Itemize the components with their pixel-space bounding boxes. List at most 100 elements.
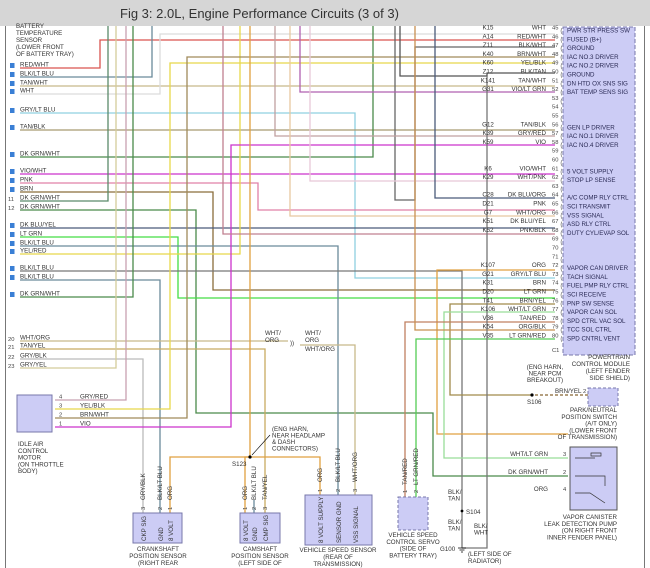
pcm-wire-color: GRY/LT BLU bbox=[511, 271, 546, 278]
inline-connector-right-label: WHT/ bbox=[305, 330, 321, 337]
pin-socket-icon bbox=[560, 142, 563, 149]
pcm-pin-function: VAPOR CAN DRIVER bbox=[567, 265, 629, 272]
park-neutral-switch-label: (LOWER FRONT bbox=[569, 427, 617, 434]
wire-dk-blu-org bbox=[434, 26, 555, 199]
pin-socket-icon bbox=[560, 133, 563, 140]
pcm-box[interactable] bbox=[562, 26, 636, 356]
pin-socket-icon bbox=[560, 89, 563, 96]
pin-badge bbox=[10, 232, 15, 237]
wire-blk-lt-blu-18 bbox=[20, 279, 161, 513]
splice-s104-lower-wire: BLK/ bbox=[448, 519, 462, 526]
pin-badge bbox=[10, 108, 15, 113]
pin-socket-icon bbox=[560, 80, 563, 87]
vehicle-speed-sensor-pin-function: VSS SIGNAL bbox=[353, 506, 360, 543]
iac-motor-label: MOTOR bbox=[18, 455, 41, 462]
wire-dk-grn-wht-19 bbox=[20, 26, 134, 298]
left-pin-number: 11 bbox=[8, 197, 14, 203]
pcm-wire-color: BRN/WHT bbox=[517, 51, 546, 58]
crankshaft-sensor-pin-function: 8 VOLT bbox=[168, 520, 175, 541]
pcm-pin-function: GEN LP DRIVER bbox=[567, 124, 615, 131]
vehicle-speed-sensor-wire-color: ORG bbox=[317, 468, 324, 482]
pcm-wire-color: BLK/WHT bbox=[518, 42, 546, 49]
vapor-canister-pump-label: INNER FENDER PANEL) bbox=[547, 534, 617, 541]
pin-badge bbox=[10, 292, 15, 297]
speed-control-servo-label: (SIDE OF bbox=[400, 546, 427, 553]
crankshaft-sensor-pin-function: GND bbox=[158, 527, 165, 541]
pcm-wire-color: BRN bbox=[533, 280, 546, 287]
iac-pin-number: 2 bbox=[59, 413, 62, 419]
pcm-circuit-code: K39 bbox=[482, 130, 494, 137]
splice-s106-dot bbox=[530, 393, 534, 397]
camshaft-sensor-pin-number: 2 bbox=[252, 507, 258, 510]
pin-badge bbox=[10, 249, 15, 254]
splice-s106-id: S106 bbox=[527, 399, 542, 406]
pin-socket-icon bbox=[560, 186, 563, 193]
vapor-pump-pin-number: 4 bbox=[563, 487, 567, 493]
splice-s104-dot bbox=[460, 509, 464, 513]
crankshaft-sensor-pin-number: 2 bbox=[158, 507, 164, 510]
left-wire-label: TAN/BLK bbox=[20, 124, 46, 131]
pcm-pin-number: 49 bbox=[552, 61, 558, 67]
vehicle-speed-sensor-box[interactable] bbox=[304, 494, 373, 546]
inline-connector-right-label: ORG bbox=[305, 337, 319, 344]
pin-socket-icon bbox=[560, 107, 563, 114]
splice-s106-note: NEAR PCM bbox=[529, 371, 562, 378]
left-wire-label: BLK/LT BLU bbox=[20, 71, 54, 78]
camshaft-sensor-box[interactable] bbox=[239, 512, 281, 544]
left-pin-number: 22 bbox=[8, 355, 14, 361]
pcm-wire-color: RED/WHT bbox=[517, 33, 546, 40]
pin-badge bbox=[10, 178, 15, 183]
pcm-pin-function: SCI RECEIVE bbox=[567, 292, 606, 299]
wire-blk-lt-blu-2 bbox=[20, 26, 153, 78]
wire-gry-yel bbox=[20, 26, 117, 369]
vapor-canister-pump-box[interactable] bbox=[569, 446, 618, 511]
pin-socket-icon bbox=[560, 124, 563, 131]
left-wire-label: DK GRN/WHT bbox=[20, 195, 60, 202]
pcm-circuit-code: Z11 bbox=[483, 42, 494, 49]
left-wire-label: BLK/LT BLU bbox=[20, 274, 54, 281]
speed-control-servo-box[interactable] bbox=[397, 496, 429, 531]
pcm-label: SIDE SHIELD) bbox=[589, 375, 630, 382]
crankshaft-sensor-box[interactable] bbox=[132, 512, 183, 544]
pcm-pin-function: SPD CNTRL VENT bbox=[567, 336, 620, 343]
servo-pin-number: 1 bbox=[403, 490, 409, 493]
wire-pnk bbox=[20, 182, 555, 211]
pcm-circuit-code: K59 bbox=[482, 139, 494, 146]
vehicle-speed-sensor-label: VEHICLE SPEED SENSOR bbox=[299, 547, 377, 554]
pcm-pin-number: 57 bbox=[552, 131, 558, 137]
iac-wire-color: YEL/BLK bbox=[80, 403, 106, 410]
left-wire-label: BLK/LT BLU bbox=[20, 240, 54, 247]
iac-motor-box[interactable] bbox=[16, 394, 53, 433]
pcm-pin-function: IAC NO.4 DRIVER bbox=[567, 142, 619, 149]
pin-socket-icon bbox=[560, 274, 563, 281]
pcm-pin-number: 66 bbox=[552, 210, 558, 216]
left-pin-number: 20 bbox=[8, 337, 14, 343]
pin-socket-icon bbox=[560, 327, 563, 334]
pcm-pin-function: DN HTD OX SNS SIG bbox=[567, 80, 628, 87]
park-neutral-switch-box[interactable] bbox=[587, 387, 619, 407]
pcm-pin-function: GROUND bbox=[567, 45, 595, 52]
pin-socket-icon bbox=[560, 309, 563, 316]
speed-control-servo-label: BATTERY TRAY) bbox=[389, 552, 437, 559]
pin-socket-icon bbox=[560, 159, 563, 167]
pcm-circuit-code: G12 bbox=[482, 121, 494, 128]
pcm-wire-color: ORG bbox=[532, 262, 546, 269]
splice-s123-note: (ENG HARN, bbox=[272, 426, 309, 433]
pin-socket-icon bbox=[560, 115, 563, 123]
left-wire-label: VIO/WHT bbox=[20, 168, 47, 175]
vapor-pump-wire-color: DK GRN/WHT bbox=[508, 469, 548, 476]
pcm-circuit-code: D21 bbox=[482, 201, 494, 208]
left-wire-label: DK GRN/WHT bbox=[20, 291, 60, 298]
pcm-circuit-code: T41 bbox=[483, 297, 494, 304]
pin-socket-icon bbox=[560, 151, 563, 158]
pcm-circuit-code: K141 bbox=[481, 77, 496, 84]
pcm-pin-function: ASD RLY CTRL bbox=[567, 221, 611, 228]
left-wire-label: DK BLU/YEL bbox=[20, 222, 56, 229]
pin-socket-icon bbox=[560, 203, 563, 211]
pcm-wire-color: WHT bbox=[532, 25, 546, 32]
servo-wire-color: LT GRN/RED bbox=[413, 448, 420, 485]
pin-socket-icon bbox=[560, 247, 563, 255]
pcm-pin-function: STOP LP SENSE bbox=[567, 177, 616, 184]
splice-s104-ground-wire: WHT bbox=[474, 530, 488, 537]
pcm-pin-function: SPD CTRL VAC SOL bbox=[567, 318, 626, 325]
